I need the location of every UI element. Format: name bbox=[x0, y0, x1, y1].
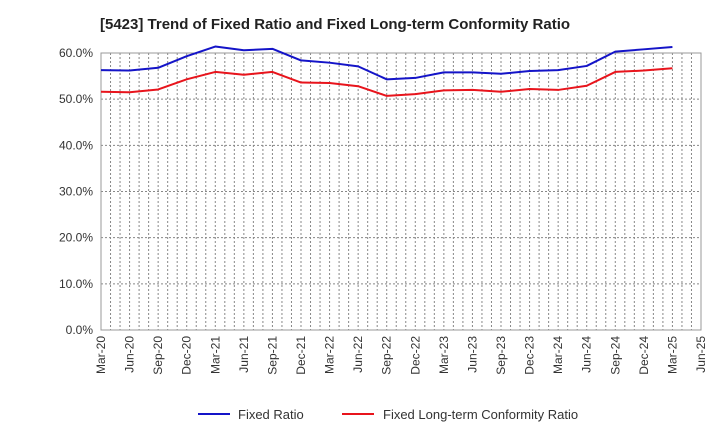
legend-label: Fixed Ratio bbox=[238, 407, 304, 422]
x-tick-label: Sep-22 bbox=[380, 336, 394, 375]
series-line-2 bbox=[100, 67, 673, 97]
y-tick-label: 10.0% bbox=[59, 277, 93, 291]
series-line-1 bbox=[100, 45, 673, 81]
x-tick-label: Dec-22 bbox=[408, 336, 422, 375]
x-tick-label: Mar-25 bbox=[665, 336, 679, 374]
x-tick-label: Jun-21 bbox=[237, 336, 251, 373]
y-tick-label: 60.0% bbox=[59, 46, 93, 60]
x-tick-label: Mar-21 bbox=[208, 336, 222, 374]
y-tick-label: 40.0% bbox=[59, 138, 93, 152]
x-tick-label: Dec-21 bbox=[294, 336, 308, 375]
x-tick-label: Jun-22 bbox=[351, 336, 365, 373]
plot-frame bbox=[100, 52, 702, 331]
x-tick-label: Sep-24 bbox=[608, 336, 622, 375]
x-tick-label: Mar-20 bbox=[94, 336, 108, 374]
x-tick-label: Mar-22 bbox=[323, 336, 337, 374]
x-tick-label: Sep-21 bbox=[265, 336, 279, 375]
y-tick-label: 20.0% bbox=[59, 231, 93, 245]
series-layer bbox=[100, 45, 673, 97]
x-tick-label: Jun-25 bbox=[694, 336, 708, 373]
y-tick-label: 50.0% bbox=[59, 92, 93, 106]
axis-layer: 0.0% 10.0% 20.0% 30.0% 40.0% 50.0% 60.0% Mar-20… bbox=[59, 46, 708, 375]
x-tick-label: Jun-23 bbox=[465, 336, 479, 373]
x-tick-label: Mar-24 bbox=[551, 336, 565, 374]
x-tick-label: Mar-23 bbox=[437, 336, 451, 374]
y-tick-label: 30.0% bbox=[59, 185, 93, 199]
grid-layer bbox=[101, 53, 701, 330]
legend-label: Fixed Long-term Conformity Ratio bbox=[383, 407, 578, 422]
x-tick-label: Dec-24 bbox=[637, 336, 651, 375]
legend: Fixed Ratio Fixed Long-term Conformity Ra… bbox=[198, 407, 578, 422]
x-tick-label: Dec-20 bbox=[180, 336, 194, 375]
x-tick-label: Dec-23 bbox=[523, 336, 537, 375]
x-tick-label: Sep-20 bbox=[151, 336, 165, 375]
y-tick-label: 0.0% bbox=[66, 323, 94, 337]
chart-title: [5423] Trend of Fixed Ratio and Fixed Lo… bbox=[100, 16, 571, 33]
x-tick-label: Jun-20 bbox=[123, 336, 137, 373]
x-tick-label: Jun-24 bbox=[580, 336, 594, 373]
x-tick-label: Sep-23 bbox=[494, 336, 508, 375]
